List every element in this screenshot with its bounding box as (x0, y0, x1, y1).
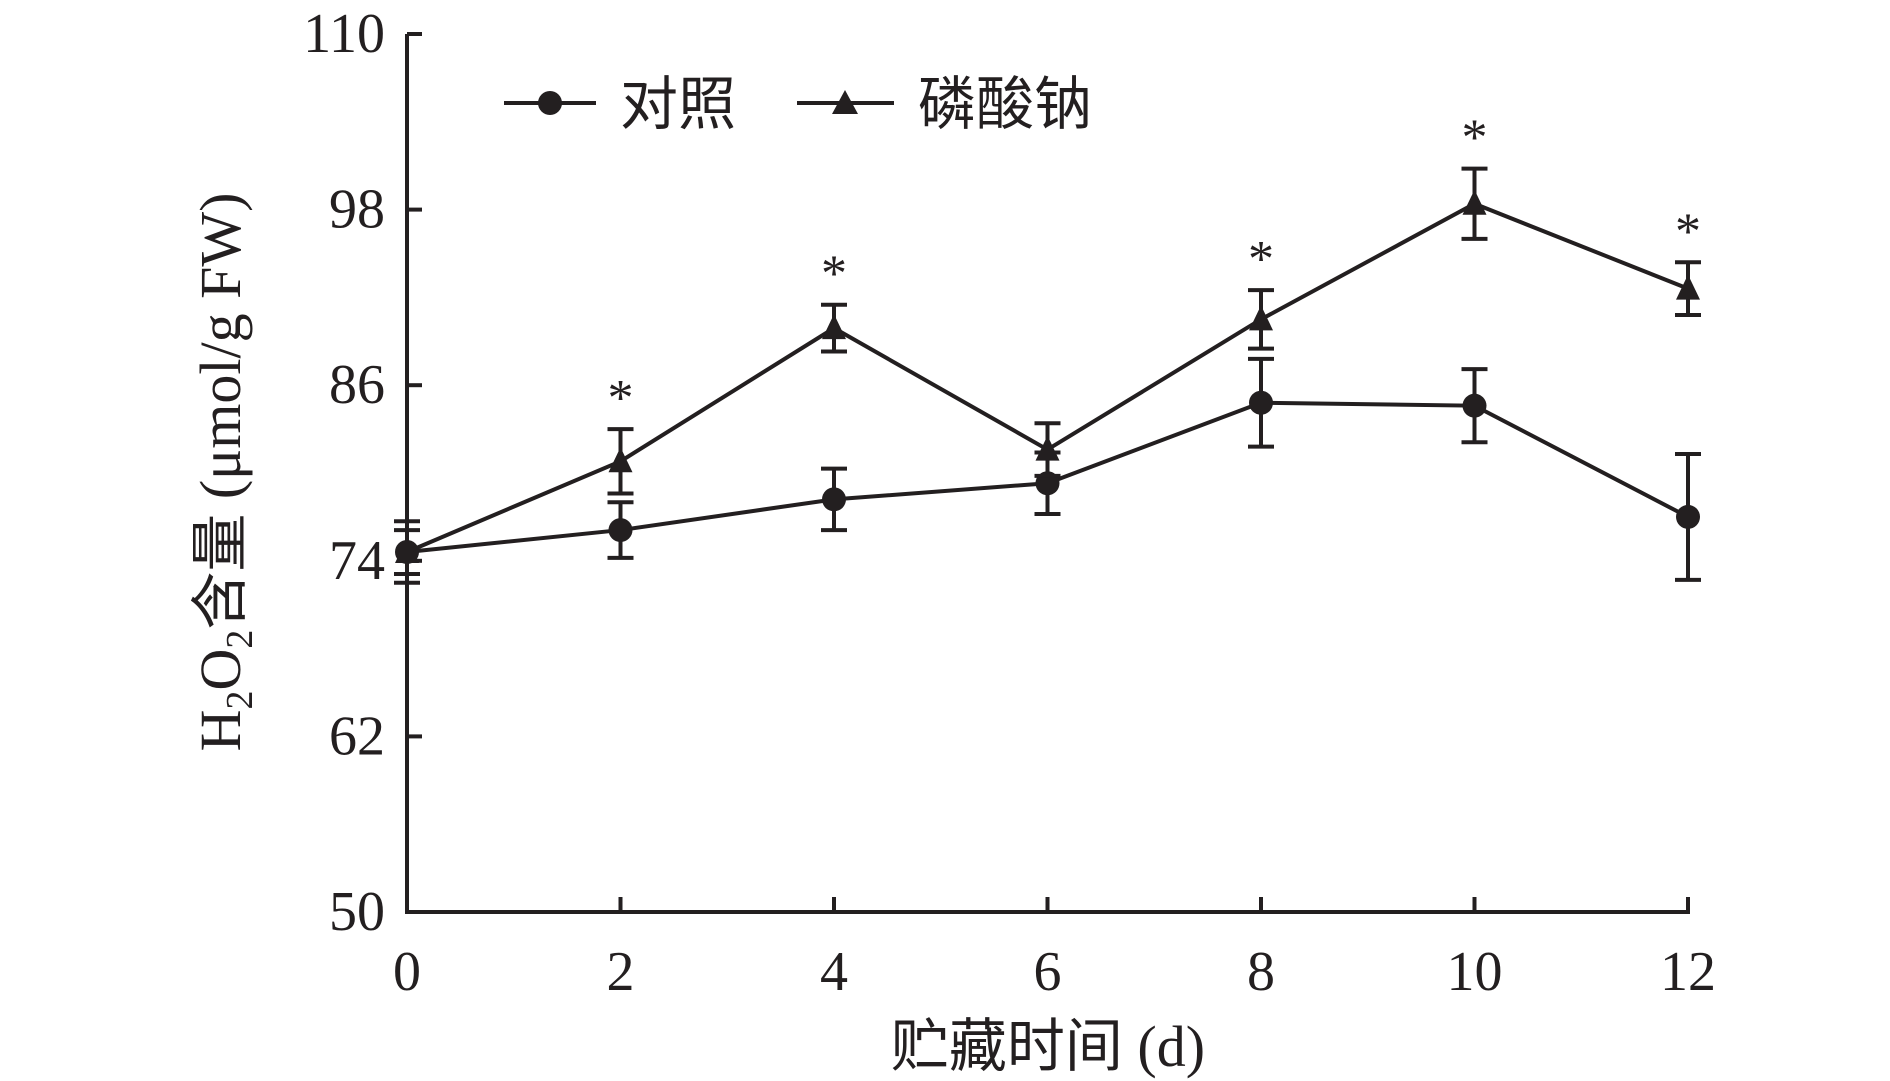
y-label-h: H (188, 710, 253, 752)
y-tick-label: 50 (329, 881, 385, 943)
legend-marker-control (538, 91, 562, 115)
significance-marker: * (821, 246, 847, 303)
ticks: 50 62 74 86 98 110 0 2 4 6 8 10 12 (303, 3, 1716, 1003)
data-point-circle (1676, 504, 1700, 529)
significance-marker: * (1675, 203, 1701, 260)
x-tick-label: 2 (607, 941, 635, 1003)
data-point-triangle (1035, 435, 1060, 461)
legend-label-phosphate: 磷酸钠 (918, 72, 1092, 137)
y-tick-label: 98 (329, 179, 385, 241)
x-tick-label: 12 (1660, 941, 1716, 1003)
data-point-triangle (1249, 305, 1273, 331)
data-point-triangle (1676, 274, 1700, 300)
data-point-triangle (1462, 189, 1487, 215)
y-tick-label: 74 (329, 530, 385, 592)
x-tick-label: 10 (1447, 941, 1503, 1003)
y-tick-label: 86 (329, 354, 385, 416)
x-tick-label: 4 (820, 941, 848, 1003)
y-tick-label: 110 (303, 3, 385, 65)
data-point-triangle (822, 314, 846, 340)
x-tick-label: 0 (393, 941, 421, 1003)
data-point-triangle (608, 447, 633, 473)
x-tick-label: 8 (1247, 941, 1275, 1003)
series-control (394, 356, 1701, 585)
x-tick-label: 6 (1034, 941, 1062, 1003)
series-phosphate (394, 166, 1701, 576)
significance-marker: * (1248, 231, 1274, 288)
y-tick-label: 62 (329, 705, 385, 767)
data-point-circle (1462, 393, 1487, 418)
y-label-sub2: 2 (219, 630, 261, 649)
y-label-suffix: 含量 (μmol/g FW) (188, 193, 253, 630)
y-axis-label: H2O2含量 (μmol/g FW) (188, 193, 261, 752)
series: * * * * * (394, 110, 1701, 585)
data-point-triangle (395, 538, 419, 564)
legend: 对照 磷酸钠 (504, 72, 1092, 137)
data-point-circle (822, 487, 846, 512)
data-point-circle (1249, 390, 1273, 415)
y-label-o: O (188, 649, 253, 691)
significance-marker: * (608, 370, 634, 427)
legend-label-control: 对照 (620, 72, 736, 137)
significance-marker: * (1462, 110, 1488, 167)
legend-marker-phosphate (832, 90, 858, 114)
y-label-sub1: 2 (219, 691, 261, 710)
x-axis-label: 贮藏时间 (d) (891, 1014, 1205, 1079)
data-point-circle (608, 518, 633, 543)
